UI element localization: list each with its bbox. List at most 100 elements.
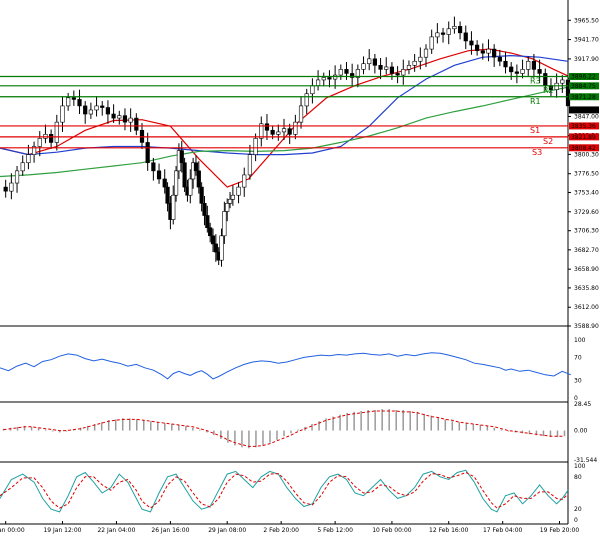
osc3-y-tick-label: 0 <box>574 517 578 524</box>
candle-body <box>247 154 253 176</box>
candle-body <box>14 170 20 184</box>
x-tick-label: 5 Feb 12:00 <box>317 527 353 534</box>
candle-body <box>338 69 343 76</box>
osc1-y-tick-label: 0 <box>574 395 578 402</box>
candle-body <box>469 40 474 46</box>
candle-body <box>111 113 116 119</box>
candle-body <box>480 50 485 54</box>
candle-body <box>429 36 434 50</box>
level-name-r2: R2 <box>543 86 554 95</box>
level-price-box <box>569 93 599 101</box>
x-tick-label: 12 Feb 16:00 <box>429 527 469 534</box>
candle-body <box>492 48 497 58</box>
candle-body <box>531 60 537 70</box>
level-name-s1: S1 <box>530 126 540 135</box>
candle-body <box>287 128 292 135</box>
candle-body <box>122 115 128 123</box>
candle-body <box>20 162 25 172</box>
candle-body <box>543 73 548 86</box>
moving-average-line <box>0 86 569 178</box>
y-tick-label: 3588.90 <box>574 323 599 330</box>
candle-body <box>193 162 199 172</box>
candle-body <box>222 211 227 237</box>
candle-body <box>49 134 54 143</box>
stochastic-main-line <box>0 469 569 513</box>
candle-body <box>66 97 71 107</box>
osc3-y-tick-label: 20 <box>574 506 582 513</box>
level-name-s3: S3 <box>532 148 542 157</box>
candle-body <box>156 170 162 180</box>
candle-body <box>134 117 139 131</box>
candle-body <box>54 121 59 143</box>
oscillator-panel-3 <box>0 469 569 513</box>
y-tick-label: 3706.30 <box>574 228 599 235</box>
candle-body <box>372 58 377 66</box>
x-tick-label: 29 Jan 08:00 <box>208 527 246 534</box>
current-price-label: 3855.06 <box>571 107 596 114</box>
level-price-box <box>569 82 599 90</box>
candle-body <box>173 170 179 196</box>
candle-body <box>9 182 14 192</box>
level-price-label: 3808.42 <box>571 145 596 152</box>
level-price-label: 3821.89 <box>571 134 596 141</box>
y-tick-label: 3612.00 <box>574 304 599 311</box>
candle-body <box>179 150 184 164</box>
candle-body <box>208 227 213 237</box>
candle-body <box>145 142 150 164</box>
candle-body <box>165 186 170 204</box>
candle-body <box>259 123 264 139</box>
x-tick-label: 17 Feb 04:00 <box>483 527 523 534</box>
candle-body <box>361 63 366 70</box>
candle-body <box>355 69 360 78</box>
candle-body <box>202 203 207 216</box>
osc3-y-tick-label: 100 <box>574 463 586 470</box>
candle-body <box>514 71 519 74</box>
level-price-label: 3896.22 <box>571 74 596 81</box>
candle-body <box>242 174 247 188</box>
candle-body <box>276 131 281 135</box>
signal-line <box>3 410 565 447</box>
osc1-y-tick-label: 30 <box>574 378 582 385</box>
candle-body <box>298 105 304 123</box>
candle-body <box>128 117 133 123</box>
candle-body <box>304 93 309 107</box>
osc2-y-tick-label: -31.544 <box>574 457 597 464</box>
level-name-r3: R3 <box>530 77 541 86</box>
candle-body <box>486 48 491 54</box>
osc3-y-tick-label: 80 <box>574 474 582 481</box>
candle-body <box>463 32 468 42</box>
y-tick-label: 3753.40 <box>574 189 599 196</box>
y-tick-label: 3776.50 <box>574 171 599 178</box>
moving-average-line <box>0 48 569 188</box>
level-price-label: 3871.28 <box>571 94 596 101</box>
candle-body <box>196 170 201 188</box>
level-name-s2: S2 <box>543 137 553 146</box>
candle-body <box>554 82 559 90</box>
x-tick-label: 19 Feb 20:00 <box>540 527 580 534</box>
level-price-label: 3835.36 <box>571 123 596 130</box>
candle-body <box>77 99 82 107</box>
candle-body <box>71 97 76 100</box>
candle-body <box>230 194 235 200</box>
candle-body <box>213 243 218 253</box>
current-price-box <box>569 106 599 114</box>
candle-body <box>344 69 349 74</box>
x-tick-label: 2 Feb 20:00 <box>263 527 299 534</box>
candle-body <box>117 115 122 119</box>
candle-body <box>389 66 395 74</box>
osc1-y-tick-label: 100 <box>574 337 586 344</box>
candle-body <box>227 198 233 204</box>
level-price-box <box>569 144 599 152</box>
candle-body <box>60 105 65 123</box>
candle-body <box>182 162 187 188</box>
candle-body <box>440 32 446 35</box>
candle-body <box>162 178 167 188</box>
candle-body <box>537 69 542 74</box>
candle-body <box>83 105 88 115</box>
candle-body <box>270 129 275 135</box>
level-name-r1: R1 <box>530 97 541 106</box>
candle-body <box>264 123 270 131</box>
